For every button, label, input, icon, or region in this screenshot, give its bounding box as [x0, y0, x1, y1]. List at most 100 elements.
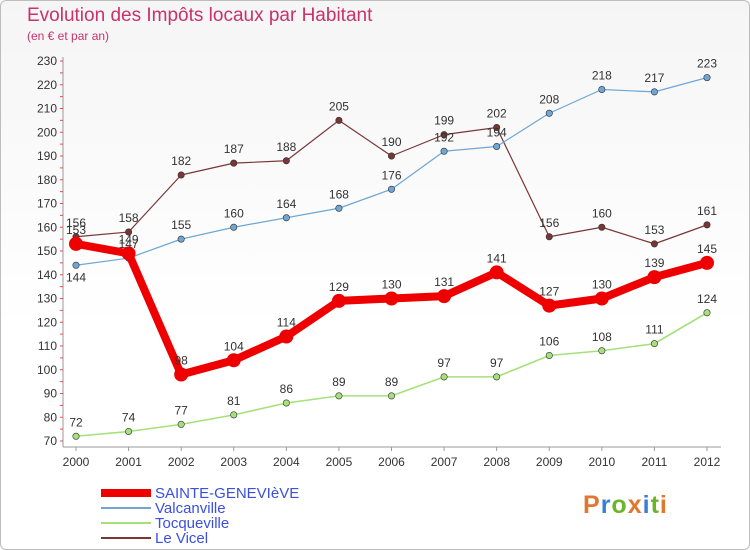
- data-label: 176: [381, 168, 401, 182]
- series-point-1: [598, 86, 606, 94]
- series-point-1: [493, 143, 501, 151]
- chart-data-labels: 153 149 98 104 114 129 130 131 141 127 130 139 145 14…: [66, 57, 717, 430]
- series-point-2: [440, 373, 448, 381]
- x-tick-label: 2003: [220, 455, 247, 469]
- series-point-0: [700, 255, 714, 270]
- y-tick-label: 180: [37, 173, 57, 187]
- chart-series: [69, 74, 714, 440]
- data-label: 130: [592, 278, 612, 292]
- y-tick-label: 230: [37, 54, 57, 68]
- data-label: 147: [119, 237, 139, 251]
- series-point-0: [174, 367, 189, 382]
- series-point-2: [493, 373, 501, 381]
- data-label: 104: [224, 339, 244, 353]
- chart-title: Evolution des Impôts locaux par Habitant: [27, 5, 373, 26]
- y-tick-label: 190: [37, 149, 57, 163]
- data-label: 139: [644, 256, 664, 270]
- data-label: 192: [434, 130, 454, 144]
- y-tick-label: 80: [44, 410, 58, 424]
- data-label: 156: [539, 216, 559, 230]
- data-label: 106: [539, 335, 559, 349]
- series-point-0: [279, 329, 294, 344]
- series-point-2: [282, 399, 290, 407]
- series-point-1: [335, 204, 343, 212]
- x-tick-label: 2011: [642, 455, 668, 469]
- data-label: 127: [539, 285, 559, 299]
- logo-letter: i: [642, 491, 651, 519]
- series-point-1: [72, 261, 80, 269]
- y-tick-label: 200: [37, 125, 57, 139]
- logo-letter: r: [600, 491, 612, 519]
- y-tick-label: 130: [37, 292, 57, 306]
- x-tick-label: 2008: [483, 455, 510, 469]
- series-point-2: [650, 340, 658, 348]
- data-label: 129: [329, 280, 349, 294]
- series-point-1: [387, 185, 395, 193]
- data-label: 160: [224, 206, 244, 220]
- x-tick-label: 2009: [536, 455, 563, 469]
- data-label: 124: [697, 292, 717, 306]
- series-point-2: [387, 392, 395, 400]
- data-label: 182: [171, 154, 191, 168]
- y-tick-label: 150: [37, 244, 57, 258]
- series-point-3: [125, 228, 133, 236]
- series-point-3: [650, 240, 658, 248]
- y-tick-label: 110: [38, 339, 57, 353]
- data-label: 168: [329, 187, 349, 201]
- series-point-1: [650, 88, 658, 96]
- series-point-3: [545, 233, 553, 241]
- series-point-1: [703, 74, 711, 82]
- data-label: 81: [227, 394, 241, 408]
- series-point-1: [230, 223, 238, 231]
- series-point-1: [440, 147, 448, 155]
- data-label: 223: [697, 57, 717, 71]
- series-point-3: [440, 131, 448, 139]
- series-point-0: [69, 236, 83, 251]
- logo-letter: P: [583, 491, 601, 519]
- data-label: 74: [122, 411, 136, 425]
- logo-letter: o: [611, 491, 628, 519]
- series-point-0: [594, 291, 609, 306]
- data-label: 190: [381, 135, 401, 149]
- series-point-0: [384, 291, 399, 306]
- data-label: 141: [487, 251, 507, 265]
- data-label: 89: [332, 375, 346, 389]
- data-label: 97: [490, 356, 504, 370]
- data-label: 153: [66, 223, 86, 237]
- series-point-2: [335, 392, 343, 400]
- data-label: 194: [487, 126, 507, 140]
- y-tick-label: 140: [37, 268, 57, 282]
- data-label: 131: [434, 275, 454, 289]
- data-label: 164: [276, 197, 296, 211]
- data-label: 114: [277, 316, 296, 330]
- series-point-0: [647, 270, 662, 285]
- legend-label: Tocqueville: [155, 515, 229, 532]
- y-tick-label: 220: [37, 78, 57, 92]
- series-point-2: [177, 420, 185, 428]
- data-label: 161: [697, 204, 717, 218]
- y-tick-label: 100: [37, 363, 57, 377]
- series-point-0: [121, 246, 136, 261]
- data-label: 145: [697, 242, 717, 256]
- legend-label: SAINTE-GENEVIèVE: [155, 485, 299, 502]
- data-label: 89: [385, 375, 399, 389]
- data-label: 205: [329, 99, 349, 113]
- x-tick-label: 2000: [63, 455, 90, 469]
- data-label: 155: [171, 218, 191, 232]
- data-label: 188: [276, 140, 296, 154]
- series-point-2: [703, 309, 711, 317]
- series-point-3: [598, 223, 606, 231]
- data-label: 199: [434, 114, 454, 128]
- x-tick-label: 2010: [588, 455, 615, 469]
- data-label: 158: [119, 211, 139, 225]
- series-point-3: [493, 124, 501, 132]
- y-tick-label: 170: [37, 197, 57, 211]
- series-point-1: [545, 109, 553, 117]
- data-label: 218: [592, 69, 612, 83]
- series-point-0: [542, 298, 557, 313]
- data-label: 72: [69, 415, 83, 429]
- data-label: 153: [644, 223, 664, 237]
- y-tick-label: 160: [37, 220, 57, 234]
